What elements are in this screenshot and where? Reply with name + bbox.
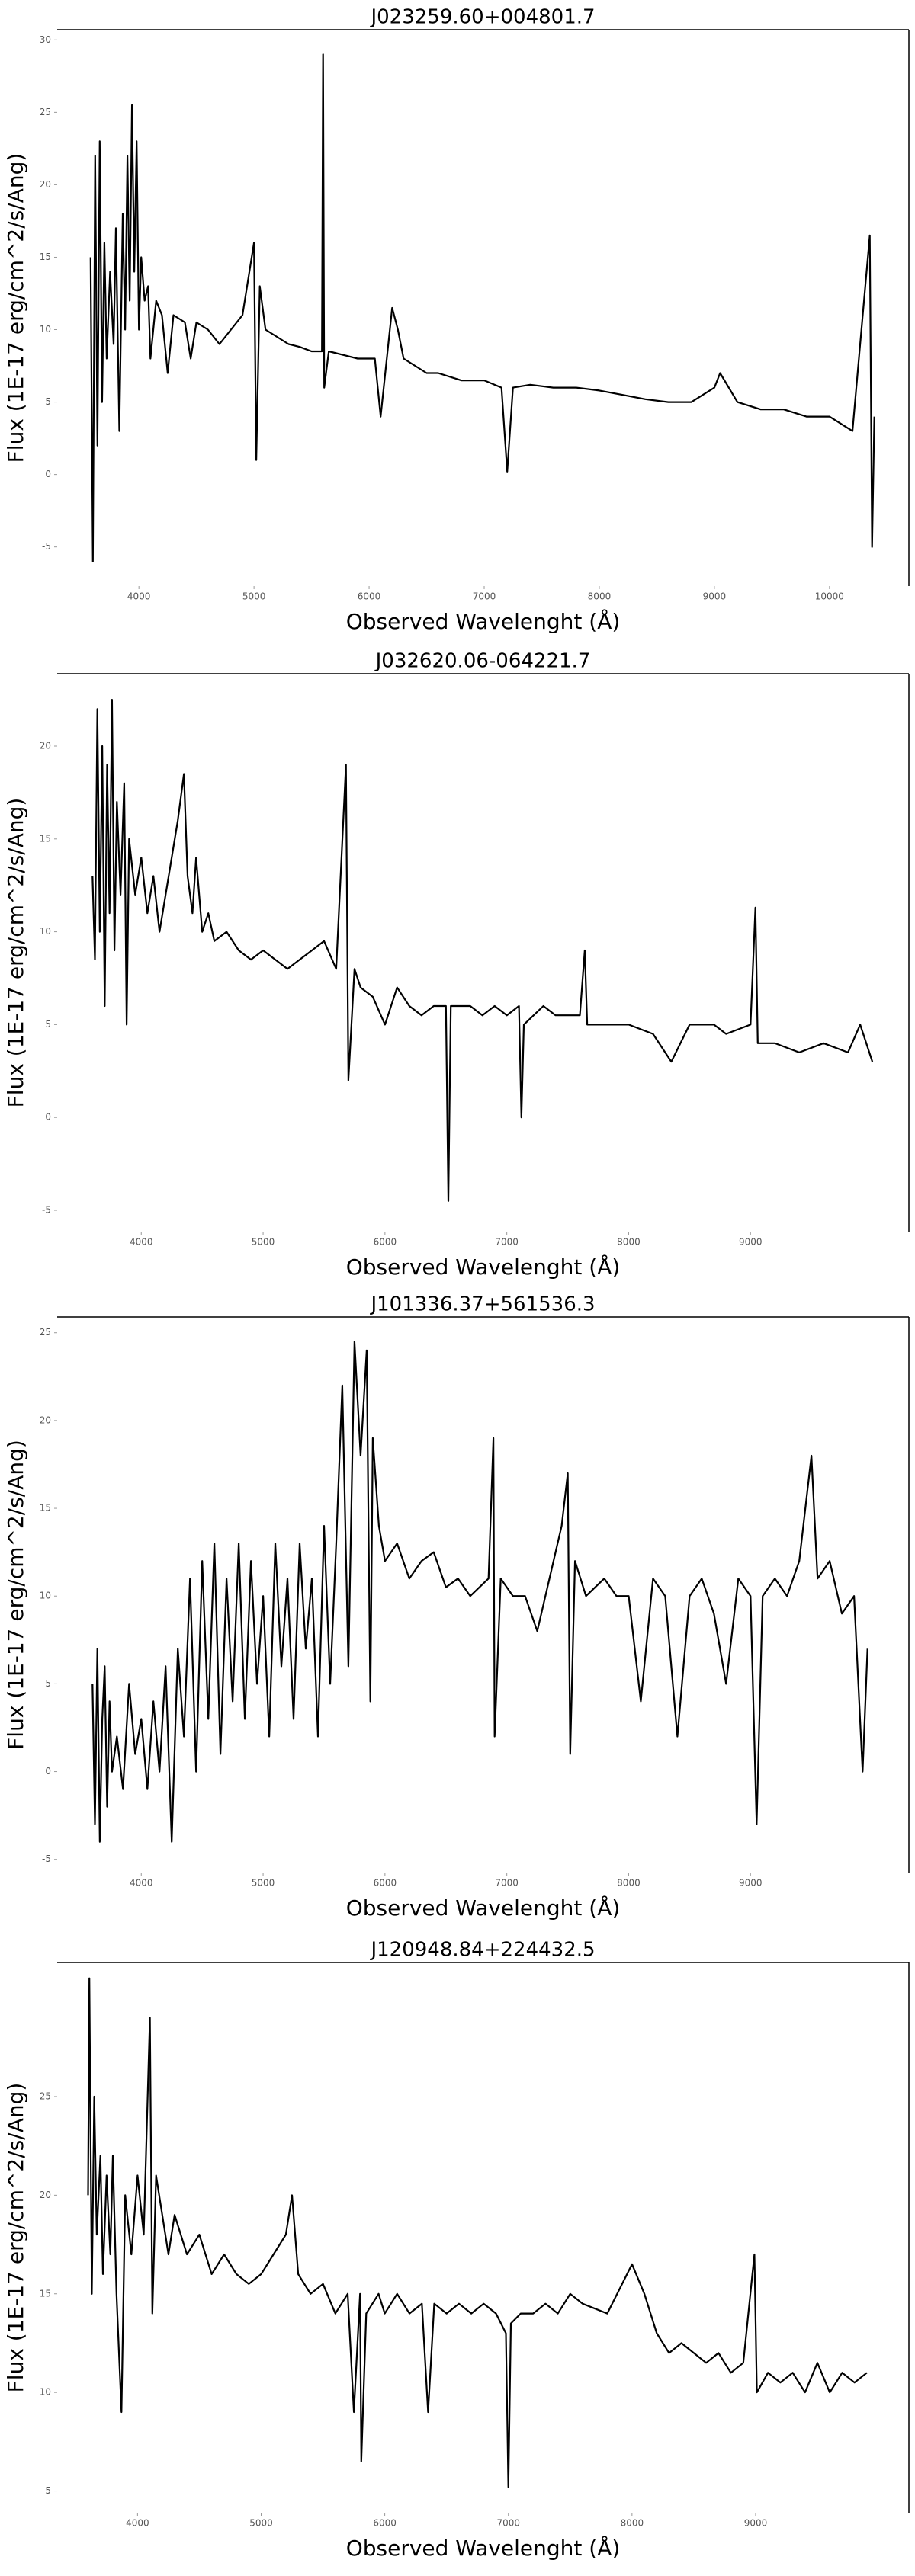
spectrum-line	[92, 699, 874, 1202]
x-tick-label: 5000	[252, 1237, 275, 1248]
x-tick-label: 7000	[473, 591, 496, 602]
x-tick-label: 10000	[815, 591, 844, 602]
y-tick-label: 25	[40, 2091, 51, 2101]
y-tick-label: -5	[42, 541, 51, 552]
x-tick-label: 6000	[358, 591, 381, 602]
y-tick-label: 10	[40, 2387, 51, 2398]
y-tick-label: 0	[45, 1112, 51, 1123]
x-tick-label: 4000	[126, 2518, 149, 2529]
x-tick-label: 5000	[242, 591, 266, 602]
y-tick-label: 15	[40, 252, 51, 262]
chart-title: J101336.37+561536.3	[369, 1293, 595, 1316]
x-tick-label: 8000	[617, 1878, 640, 1889]
x-tick-label: 9000	[739, 1878, 762, 1889]
x-tick-label: 6000	[374, 1237, 397, 1248]
y-tick-label: 15	[40, 1503, 51, 1514]
y-tick-label: 20	[40, 741, 51, 751]
y-tick-label: 15	[40, 833, 51, 844]
y-tick-label: 10	[40, 324, 51, 335]
x-tick-label: 9000	[703, 591, 727, 602]
y-tick-label: 5	[45, 396, 51, 407]
x-tick-label: 7000	[495, 1878, 518, 1889]
y-tick-label: -5	[42, 1204, 51, 1215]
chart-title: J120948.84+224432.5	[369, 1939, 595, 1962]
x-axis-label: Observed Wavelenght (Å)	[346, 608, 621, 634]
y-tick-label: -5	[42, 1854, 51, 1864]
x-tick-label: 9000	[744, 2518, 768, 2529]
y-tick-label: 25	[40, 1327, 51, 1338]
y-tick-label: 30	[40, 34, 51, 45]
y-tick-label: 15	[40, 2288, 51, 2299]
chart-title: J032620.06-064221.7	[374, 650, 591, 673]
y-axis-label: Flux (1E-17 erg/cm^2/s/Ang)	[3, 1440, 28, 1750]
y-tick-label: 10	[40, 926, 51, 937]
y-tick-label: 20	[40, 1415, 51, 1425]
x-axis-label: Observed Wavelenght (Å)	[346, 1254, 621, 1280]
x-axis-label: Observed Wavelenght (Å)	[346, 2535, 621, 2561]
y-tick-label: 5	[45, 2485, 51, 2496]
y-axis-label: Flux (1E-17 erg/cm^2/s/Ang)	[3, 153, 28, 463]
x-tick-label: 4000	[130, 1878, 153, 1889]
y-tick-label: 20	[40, 179, 51, 190]
x-tick-label: 5000	[252, 1878, 275, 1889]
x-axis-label: Observed Wavelenght (Å)	[346, 1895, 621, 1921]
y-tick-label: 0	[45, 469, 51, 479]
spectrum-line	[89, 53, 875, 562]
y-tick-label: 20	[40, 2190, 51, 2200]
y-tick-label: 25	[40, 107, 51, 117]
y-tick-label: 0	[45, 1766, 51, 1777]
x-tick-label: 6000	[374, 1878, 397, 1889]
y-axis-label: Flux (1E-17 erg/cm^2/s/Ang)	[3, 2083, 28, 2393]
x-tick-label: 7000	[496, 2518, 520, 2529]
x-tick-label: 4000	[130, 1237, 153, 1248]
chart-title: J023259.60+004801.7	[369, 6, 595, 29]
x-tick-label: 5000	[249, 2518, 273, 2529]
x-tick-label: 9000	[739, 1237, 762, 1248]
x-tick-label: 7000	[495, 1237, 518, 1248]
spectrum-line	[87, 1977, 868, 2488]
x-tick-label: 4000	[127, 591, 151, 602]
x-tick-label: 6000	[373, 2518, 396, 2529]
x-tick-label: 8000	[588, 591, 612, 602]
y-axis-label: Flux (1E-17 erg/cm^2/s/Ang)	[3, 798, 28, 1108]
y-tick-label: 5	[45, 1678, 51, 1689]
x-tick-label: 8000	[621, 2518, 644, 2529]
x-tick-label: 8000	[617, 1237, 640, 1248]
spectrum-line	[92, 1341, 868, 1843]
y-tick-label: 10	[40, 1591, 51, 1601]
y-tick-label: 5	[45, 1019, 51, 1030]
